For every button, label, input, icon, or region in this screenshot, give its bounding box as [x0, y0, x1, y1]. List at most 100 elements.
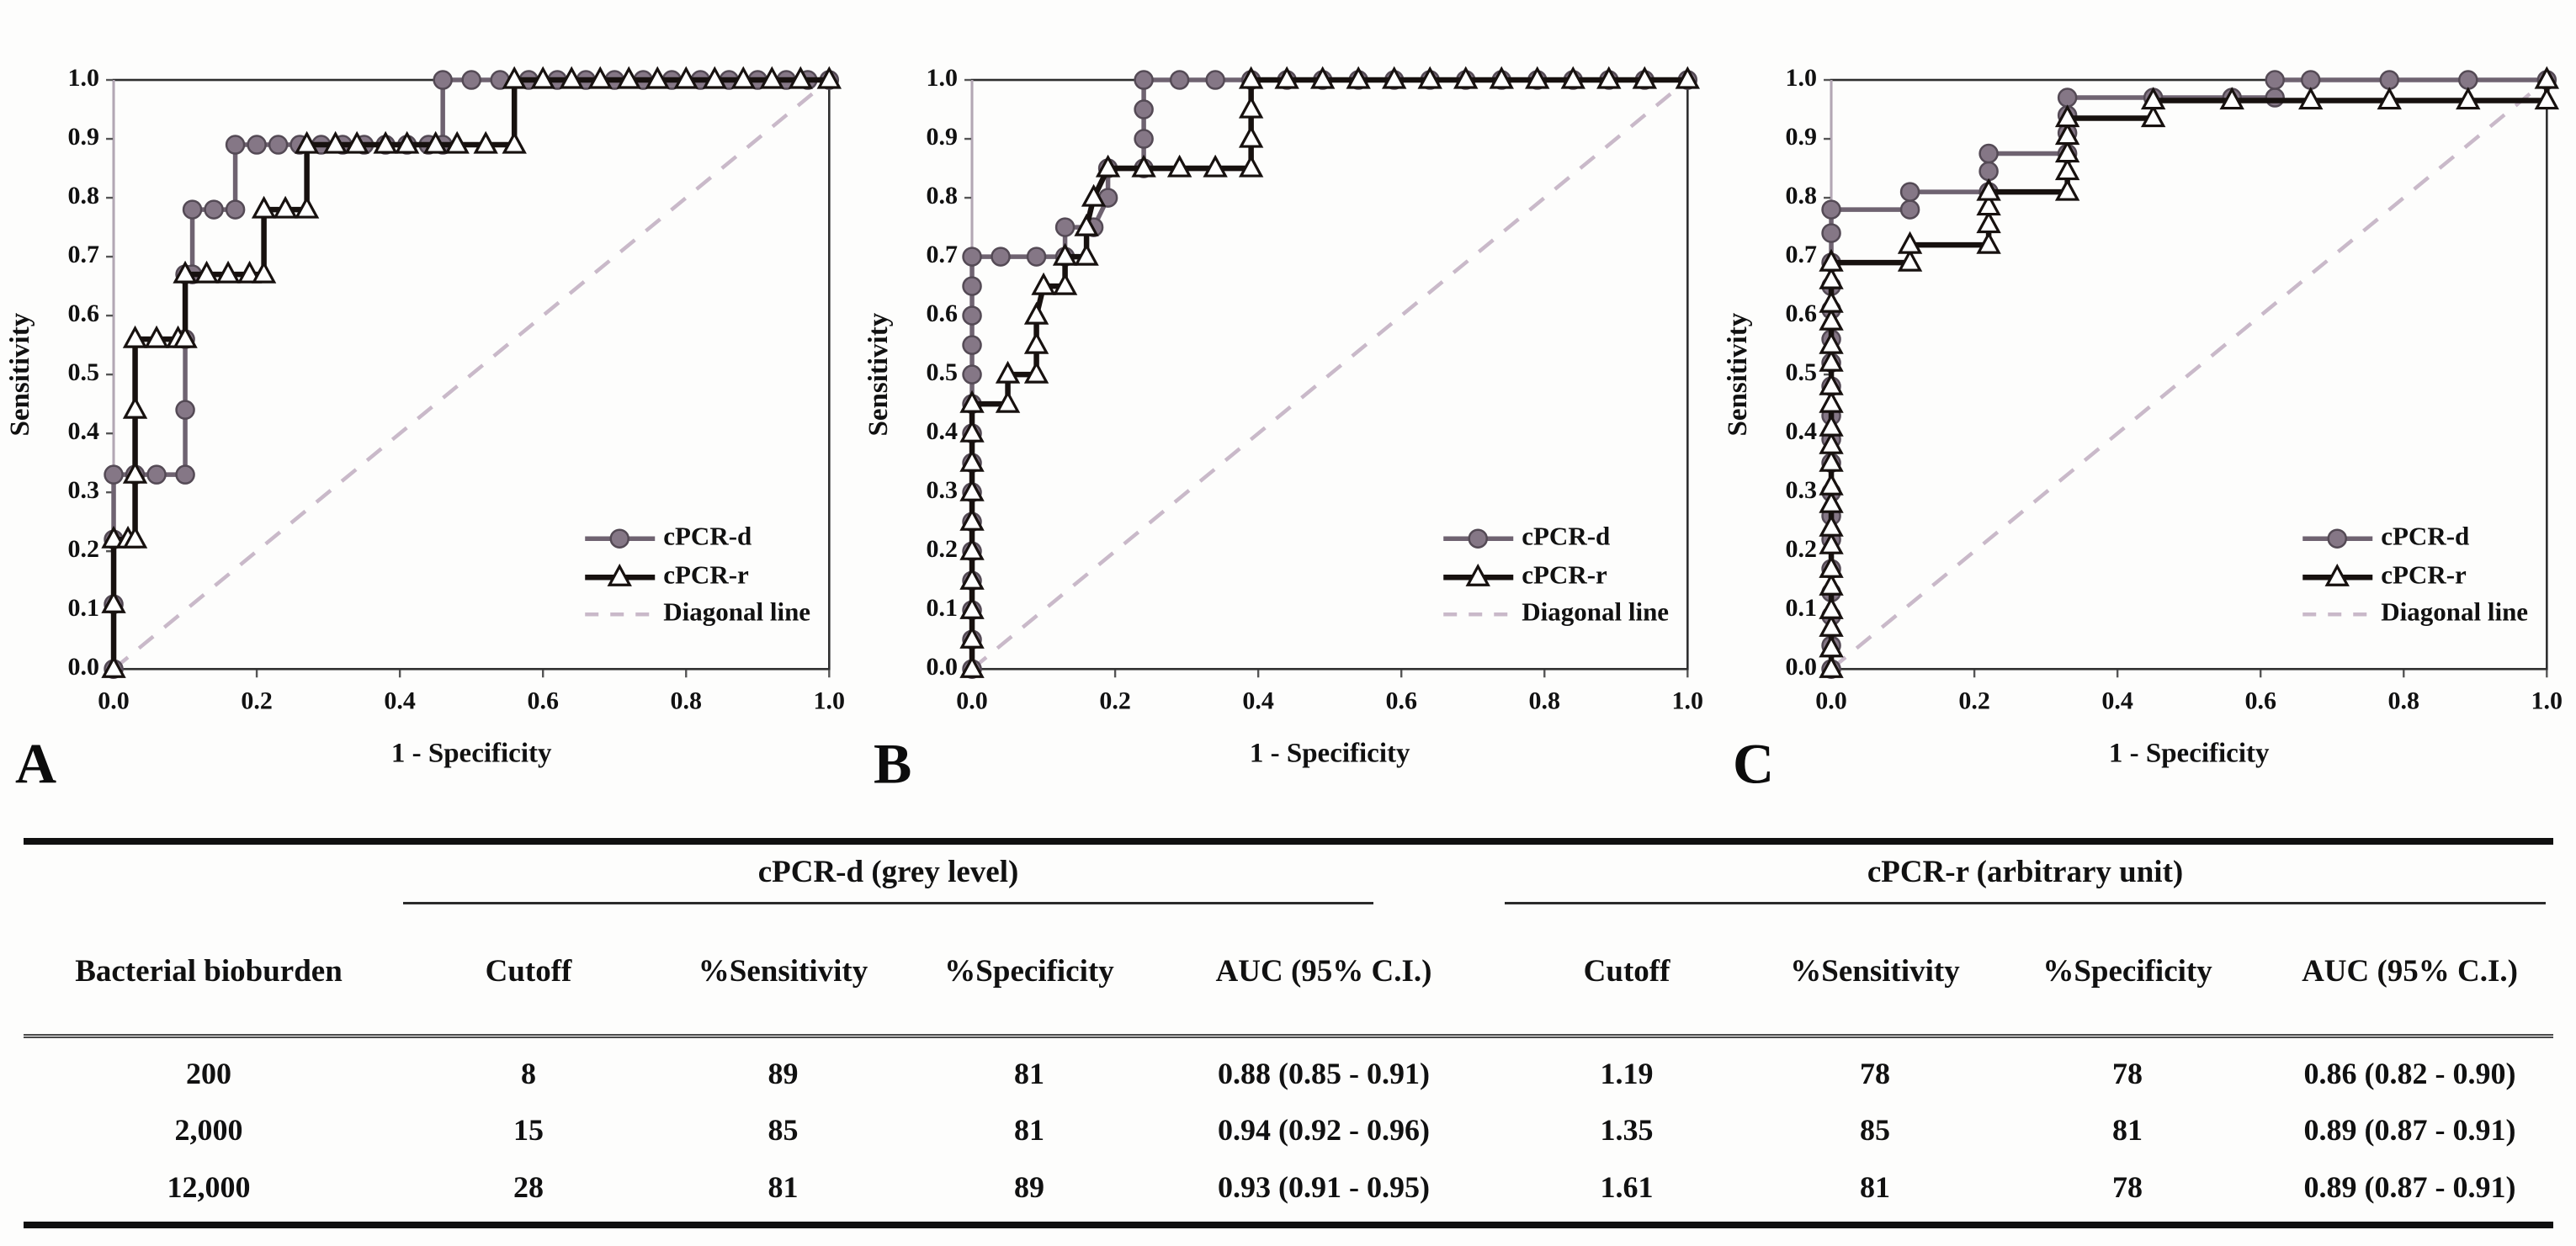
cpcr-r-point [1819, 531, 1844, 554]
cpcr-d-point [1205, 70, 1226, 90]
y-tick-label: 0.0 [68, 653, 100, 681]
series-cpcr-r [1819, 66, 2559, 678]
cpcr-r-point [1203, 154, 1229, 178]
legend-label: Diagonal line [663, 596, 810, 626]
y-tick-label: 0.3 [927, 476, 959, 504]
cpcr-r-point [2219, 87, 2244, 110]
cpcr-r-point [1465, 563, 1491, 586]
cpcr-r-point [1596, 66, 1622, 89]
cpcr-r-point [559, 66, 584, 89]
cpcr-r-point [322, 130, 348, 154]
cpcr-r-point [122, 460, 148, 484]
cpcr-r-point [2054, 178, 2079, 201]
cpcr-r-point [1819, 431, 1844, 454]
y-tick-label: 1.0 [927, 64, 959, 92]
cpcr-d-point [182, 199, 203, 220]
chart-background [1717, 0, 2576, 800]
legend: cPCR-d cPCR-r Diagonal line [585, 521, 810, 626]
value-cell: 1.19 [1600, 1056, 1654, 1090]
cpcr-r-point [1239, 125, 1264, 148]
x-tick-label: 0.2 [241, 687, 273, 714]
cpcr-r-point [1310, 66, 1336, 89]
cpcr-d-point [1134, 129, 1155, 149]
cpcr-d-point [609, 528, 629, 549]
cpcr-d-point [1134, 99, 1155, 119]
cpcr-r-point [194, 260, 220, 284]
table-group-row: cPCR-d (grey level) cPCR-r (arbitrary uni… [24, 841, 2553, 905]
cpcr-d-point [1820, 223, 1841, 243]
cpcr-r-point [1897, 248, 1922, 272]
column-header: %Sensitivity [663, 904, 903, 1038]
value-cell: 81 [1860, 1169, 1891, 1204]
cpcr-r-point [1819, 613, 1844, 637]
legend-label: cPCR-r [2381, 559, 2467, 589]
value-cell: 0.88 (0.85 - 0.91) [1218, 1056, 1430, 1090]
x-axis-title: 1 - Specificity [2109, 738, 2270, 768]
cpcr-d-point [962, 276, 983, 296]
cpcr-d-point [1027, 247, 1047, 267]
y-tick-label: 0.2 [68, 535, 100, 563]
x-tick-label: 1.0 [814, 687, 846, 714]
cpcr-r-point [101, 655, 126, 678]
table-row: 12,000 28 81 89 0.93 (0.91 - 0.95) 1.61 81 78 0.… [24, 1159, 2553, 1225]
cpcr-r-point [1632, 66, 1658, 89]
y-tick-label: 0.9 [1785, 123, 1817, 151]
roc-chart-a: 0.0 0.1 0.2 0.3 0.4 0.5 0.6 0.7 0.8 0.9 1.0 0.0 0.2 0… [0, 0, 859, 800]
cpcr-r-point [1382, 66, 1407, 89]
x-tick-label: 0.8 [671, 687, 703, 714]
value-cell: 81 [767, 1169, 799, 1204]
cpcr-d-point [1978, 143, 1999, 164]
cpcr-r-point [294, 195, 320, 219]
chart-background [858, 0, 1718, 800]
y-tick-label: 0.4 [1785, 417, 1817, 445]
cpcr-d-point [247, 135, 267, 155]
column-header: %Sensitivity [1761, 904, 1989, 1038]
cpcr-d-point [2265, 70, 2285, 90]
value-cell: 8 [521, 1056, 536, 1090]
cpcr-d-point [225, 135, 246, 155]
series-cpcr-r [101, 66, 842, 678]
cpcr-r-point [2534, 66, 2559, 89]
roc-chart-c: 0.0 0.1 0.2 0.3 0.4 0.5 0.6 0.7 0.8 0.9 1.0 0.0 0.2 0… [1717, 0, 2576, 800]
y-tick-label: 1.0 [68, 64, 100, 92]
cpcr-r-point [394, 130, 420, 154]
cpcr-d-point [991, 247, 1012, 267]
y-tick-label: 0.5 [1785, 358, 1817, 386]
cpcr-r-point [444, 130, 470, 154]
cpcr-r-point [959, 596, 985, 619]
column-header: Cutoff [1492, 904, 1762, 1038]
cpcr-r-point [236, 260, 263, 284]
value-cell: 81 [1014, 1113, 1044, 1148]
cpcr-r-point [1675, 66, 1701, 89]
cpcr-r-point [502, 66, 527, 89]
cpcr-d-point [1134, 70, 1155, 90]
cpcr-r-point [1453, 66, 1479, 89]
table-row: 200 8 89 81 0.88 (0.85 - 0.91) 1.19 78 78 0.86 (… [24, 1036, 2553, 1102]
cpcr-r-point [2324, 563, 2350, 586]
cpcr-r-point [959, 448, 985, 472]
cpcr-d-point [175, 464, 195, 485]
cpcr-d-point [962, 305, 983, 326]
cpcr-r-point [959, 566, 985, 590]
cpcr-r-point [1239, 95, 1264, 119]
y-tick-label: 0.0 [927, 653, 959, 681]
cpcr-d-point [2265, 87, 2285, 108]
cpcr-r-point [1274, 66, 1300, 89]
cpcr-d-point [1055, 217, 1076, 237]
cpcr-r-point [2054, 122, 2079, 146]
cpcr-d-point [225, 199, 246, 220]
cpcr-d-point [1899, 199, 1920, 220]
cpcr-r-point [530, 66, 555, 89]
value-cell: 89 [1014, 1169, 1044, 1204]
x-tick-label: 0.6 [2244, 687, 2276, 714]
cpcr-r-point [473, 130, 498, 154]
cpcr-r-point [673, 66, 698, 89]
cpcr-r-point [173, 325, 198, 348]
cpcr-r-point [1819, 331, 1844, 354]
cpcr-r-point [1024, 360, 1049, 384]
cpcr-r-point [1346, 66, 1372, 89]
y-tick-label: 0.8 [1785, 182, 1817, 209]
cpcr-r-point [2140, 104, 2166, 128]
column-header: %Specificity [903, 904, 1155, 1038]
cpcr-r-point [959, 478, 985, 501]
